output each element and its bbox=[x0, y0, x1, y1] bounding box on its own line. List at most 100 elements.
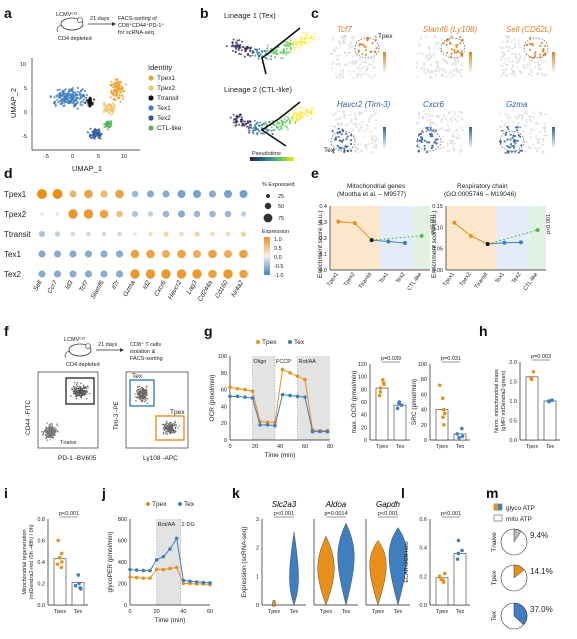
umap-point bbox=[114, 78, 117, 81]
event bbox=[144, 396, 146, 399]
y-tick: 0.0 bbox=[37, 603, 45, 609]
feature-point bbox=[339, 116, 342, 119]
event bbox=[51, 428, 53, 431]
gene-column-label: Havcr2 bbox=[167, 279, 184, 301]
feature-point bbox=[459, 149, 462, 152]
data-point bbox=[303, 377, 307, 382]
feature-point bbox=[441, 74, 444, 77]
event bbox=[45, 438, 47, 440]
replicate-point bbox=[440, 396, 445, 401]
feature-point bbox=[359, 57, 362, 60]
feature-point bbox=[459, 150, 462, 154]
feature-point bbox=[434, 141, 437, 144]
feature-point bbox=[419, 43, 422, 46]
feature-point bbox=[425, 56, 428, 59]
feature-point bbox=[504, 151, 507, 154]
p-value: p<0.001 bbox=[546, 214, 552, 234]
feature-point bbox=[355, 73, 358, 76]
category-label: Tex2 bbox=[511, 272, 523, 285]
feature-point bbox=[428, 76, 431, 79]
dot bbox=[239, 249, 248, 259]
umap-point bbox=[54, 104, 57, 108]
row-label: Tpex bbox=[491, 570, 498, 585]
pseudotime-point bbox=[259, 121, 262, 124]
feature-point bbox=[436, 115, 439, 118]
event bbox=[163, 429, 165, 431]
dot bbox=[194, 231, 200, 237]
p-value: p<0.001 bbox=[378, 511, 398, 517]
feature-point bbox=[370, 130, 373, 133]
feature-point bbox=[455, 44, 458, 47]
feature-point bbox=[349, 142, 353, 146]
umap-point bbox=[68, 93, 72, 96]
feature-point bbox=[354, 52, 357, 55]
p-value: p<0.001 bbox=[274, 511, 294, 517]
panel-label-g: g bbox=[204, 323, 213, 339]
event bbox=[143, 392, 146, 395]
feature-point bbox=[507, 128, 510, 131]
pseudotime-point bbox=[280, 119, 283, 122]
pseudotime-point bbox=[248, 126, 251, 128]
feature-point bbox=[375, 137, 378, 140]
pseudotime-point bbox=[270, 47, 273, 50]
event bbox=[169, 421, 171, 424]
feature-point bbox=[524, 150, 527, 153]
event bbox=[48, 426, 50, 429]
data-point bbox=[502, 240, 507, 245]
umap-point bbox=[56, 89, 59, 92]
data-point bbox=[243, 395, 247, 399]
drug-label: Oligo bbox=[254, 359, 267, 365]
pseudotime-point bbox=[254, 48, 257, 51]
feature-point bbox=[457, 70, 460, 73]
feature-point bbox=[345, 132, 348, 135]
event bbox=[80, 396, 82, 398]
svg-text:1.0: 1.0 bbox=[274, 237, 282, 243]
umap-point bbox=[90, 102, 94, 106]
feature-point bbox=[333, 125, 336, 128]
feature-point bbox=[521, 65, 524, 68]
dot bbox=[161, 269, 171, 279]
feature-plot: Cxcr6 bbox=[416, 100, 472, 154]
y-tick: 20 bbox=[361, 425, 367, 431]
y-tick: 0.10 bbox=[432, 225, 443, 231]
feature-point bbox=[459, 36, 462, 39]
panel-f: LCMVᶜ¹³ CD4 depleted 21 days CD8⁺ T cell… bbox=[25, 337, 189, 462]
feature-point bbox=[525, 141, 529, 144]
umap-point bbox=[108, 112, 111, 115]
feature-point bbox=[344, 63, 347, 66]
umap-point bbox=[81, 104, 84, 107]
data-point bbox=[288, 371, 292, 375]
panel-label-j: j bbox=[101, 485, 106, 501]
feature-point bbox=[364, 72, 367, 75]
feature-point bbox=[510, 40, 513, 44]
feature-point bbox=[435, 44, 438, 47]
feature-point bbox=[362, 60, 365, 64]
feature-point bbox=[366, 148, 369, 151]
feature-point bbox=[352, 128, 355, 131]
event bbox=[80, 387, 82, 390]
feature-point bbox=[517, 151, 520, 154]
event bbox=[74, 388, 76, 391]
feature-point bbox=[530, 136, 533, 139]
pseudotime-point bbox=[238, 123, 241, 126]
category-label: Tpex1 bbox=[326, 272, 340, 288]
feature-point bbox=[518, 52, 521, 56]
umap-point bbox=[104, 122, 108, 125]
pseudotime-point bbox=[260, 132, 263, 135]
replicate-point bbox=[77, 581, 81, 586]
feature-point bbox=[500, 125, 503, 128]
y-tick: 60 bbox=[361, 400, 367, 406]
data-point bbox=[318, 429, 322, 434]
feature-point bbox=[459, 52, 462, 55]
pie-value: 37.0% bbox=[530, 605, 553, 614]
umap-point bbox=[111, 85, 114, 88]
event bbox=[166, 432, 168, 434]
feature-point bbox=[372, 57, 375, 60]
pseudotime-point bbox=[290, 48, 293, 51]
pseudotime-point bbox=[310, 110, 312, 113]
umap-point bbox=[105, 105, 109, 109]
feature-point bbox=[364, 46, 367, 49]
pseudotime-point bbox=[295, 107, 297, 110]
y-tick: 0.6 bbox=[419, 517, 427, 523]
y-label: Norm. mitochondrial mass bbox=[494, 369, 500, 433]
